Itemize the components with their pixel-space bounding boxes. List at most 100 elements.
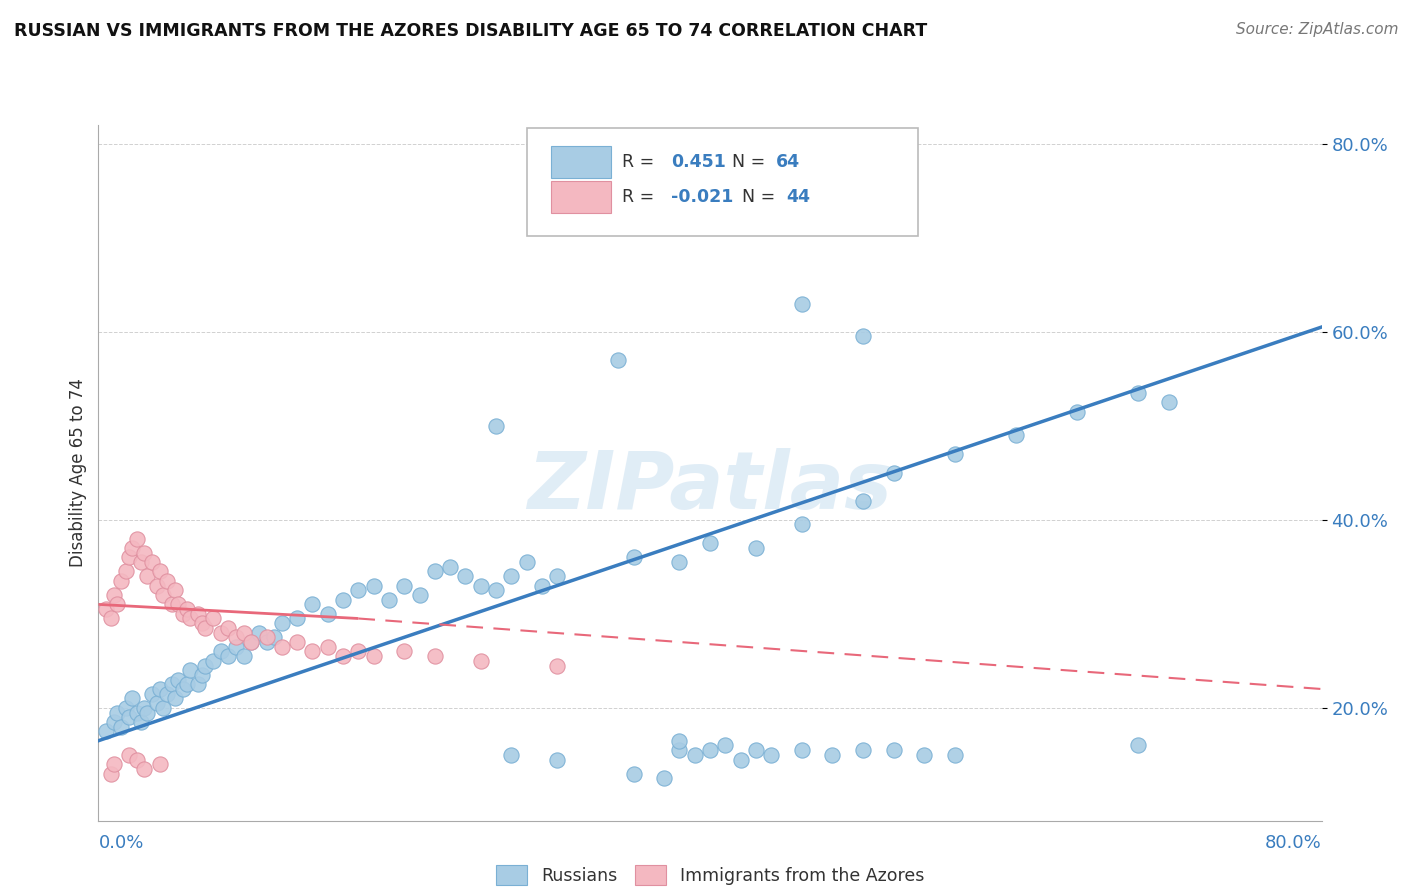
Text: RUSSIAN VS IMMIGRANTS FROM THE AZORES DISABILITY AGE 65 TO 74 CORRELATION CHART: RUSSIAN VS IMMIGRANTS FROM THE AZORES DI… [14,22,928,40]
Point [683,747,706,762]
Point [745,743,768,757]
Point [163,583,186,598]
Text: R =: R = [621,187,659,205]
Text: 0.0%: 0.0% [98,834,143,852]
Point [103,714,125,729]
Point [852,329,875,343]
Point [149,681,172,696]
Point [125,706,148,720]
Point [607,353,630,368]
Point [136,569,159,583]
Point [167,673,190,687]
Point [943,447,966,461]
Point [176,677,198,691]
Point [1066,404,1088,418]
Point [152,588,174,602]
Point [134,762,156,776]
Point [316,640,339,654]
Point [699,536,721,550]
Point [270,616,292,631]
Point [714,739,737,753]
Point [160,677,183,691]
Point [301,644,323,658]
Point [439,559,461,574]
Point [652,772,675,786]
Point [270,640,292,654]
Point [530,578,553,592]
Point [100,766,122,780]
Point [316,607,339,621]
Point [194,658,217,673]
Point [1128,739,1150,753]
Point [263,630,285,644]
Point [187,677,209,691]
Point [1157,395,1180,409]
Point [118,747,141,762]
Point [240,635,263,649]
Point [209,625,232,640]
Y-axis label: Disability Age 65 to 74: Disability Age 65 to 74 [69,378,87,567]
Point [121,691,143,706]
Point [118,550,141,565]
Point [194,621,217,635]
Text: -0.021: -0.021 [671,187,734,205]
Point [156,574,179,588]
Point [134,546,156,560]
Point [217,621,239,635]
Point [392,644,416,658]
Point [852,494,875,508]
Point [156,687,179,701]
Point [821,747,844,762]
Point [232,649,254,664]
Point [285,611,308,625]
Point [256,635,278,649]
Point [225,630,247,644]
Point [363,578,385,592]
Point [454,569,477,583]
Point [187,607,209,621]
Point [347,644,370,658]
Text: N =: N = [742,187,780,205]
Point [745,541,768,555]
Point [145,578,167,592]
Point [668,555,690,569]
Point [176,602,198,616]
Point [332,649,354,664]
Point [423,649,446,664]
Point [115,701,138,715]
Point [105,706,128,720]
Point [730,752,752,766]
Point [105,598,128,612]
Point [100,611,122,625]
Point [883,743,905,757]
Point [141,555,163,569]
Point [546,658,568,673]
Text: 64: 64 [776,153,800,170]
Point [668,733,690,747]
Point [152,701,174,715]
Point [232,625,254,640]
Point [790,743,813,757]
FancyBboxPatch shape [526,128,918,236]
Text: N =: N = [733,153,770,170]
Point [172,681,194,696]
Point [240,635,263,649]
Point [378,592,401,607]
Point [347,583,370,598]
Point [202,654,225,668]
Legend: Russians, Immigrants from the Azores: Russians, Immigrants from the Azores [489,858,931,892]
Point [217,649,239,664]
Point [912,747,935,762]
Point [94,602,117,616]
Point [141,687,163,701]
Point [110,720,132,734]
Point [516,555,538,569]
Point [136,706,159,720]
Point [501,747,523,762]
Point [699,743,721,757]
Point [179,611,201,625]
Point [167,598,190,612]
Point [225,640,247,654]
Point [103,588,125,602]
Point [160,598,183,612]
